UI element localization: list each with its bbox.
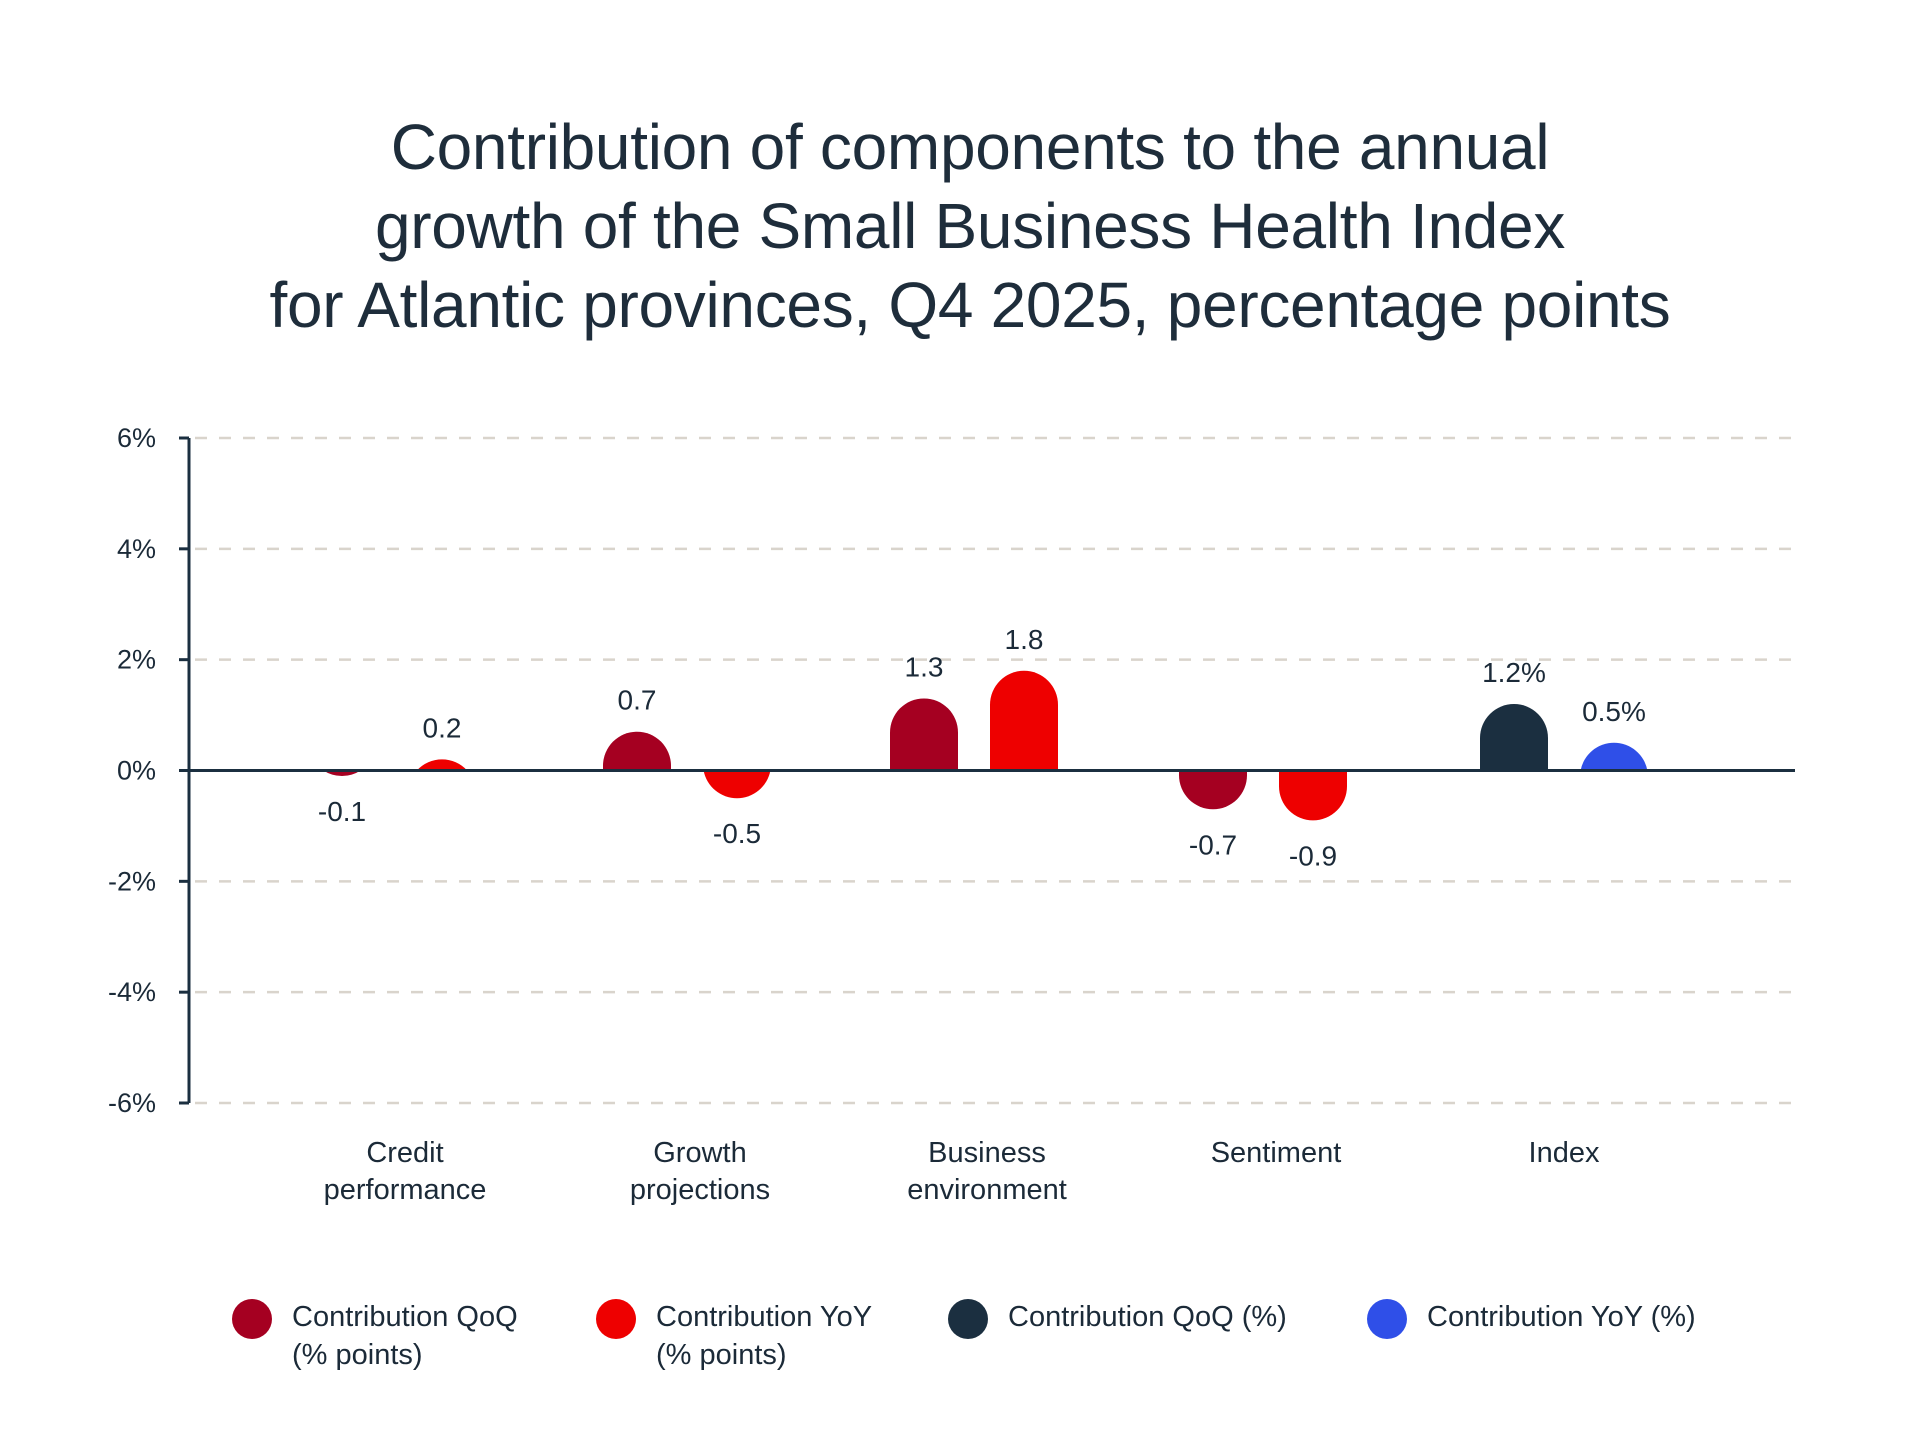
bar [1480,704,1548,771]
data-label: -0.5 [713,818,761,849]
legend-label: Contribution YoY (% points) [656,1301,873,1371]
bar [890,698,958,771]
bar [416,759,468,771]
legend-item: Contribution QoQ (% points) [232,1298,518,1374]
data-label: 1.2% [1482,657,1546,688]
y-tick-label: 2% [117,645,156,675]
legend-label: Contribution QoQ (% points) [292,1301,518,1371]
data-label: -0.9 [1289,840,1337,871]
bar [1580,742,1648,771]
data-label: 1.8 [1005,624,1044,655]
bar [603,731,671,771]
x-category-label-line: Credit [366,1137,443,1169]
x-category-label: Credit performance [324,1137,487,1206]
bar [1279,770,1347,821]
legend-label: Contribution YoY (%) [1427,1301,1696,1333]
legend-swatch-icon [232,1299,272,1339]
x-category-label: Sentiment [1211,1137,1342,1169]
data-label: 0.2 [423,712,462,743]
legend-item: Contribution YoY (% points) [596,1298,872,1374]
x-category-label-line: Sentiment [1211,1137,1342,1169]
x-category-label: Growth projections [630,1137,770,1206]
y-tick-label: 0% [117,756,156,786]
x-category-label-line: Business [928,1137,1046,1169]
legend-item: Contribution YoY (%) [1367,1298,1696,1339]
legend-swatch-icon [596,1299,636,1339]
data-label: -0.7 [1189,829,1237,860]
data-label: 0.7 [618,685,657,716]
chart-title-line-2: growth of the Small Business Health Inde… [374,190,1566,262]
data-label: 0.5% [1582,696,1646,727]
legend-swatch-icon [948,1299,988,1339]
bar [990,670,1058,771]
chart-title-line-3: for Atlantic provinces, Q4 2025, percent… [269,269,1671,341]
x-category-label: Index [1529,1137,1600,1169]
gridlines [195,436,1795,1105]
labels: 6% 4% 2% 0% -2% -4% -6% -0.1 0.2 0.7 -0.5 1.3 1.8 -0.… [108,423,1646,1206]
x-category-label-line: Index [1529,1137,1600,1169]
data-label: 1.3 [905,651,944,682]
y-tick-label: 4% [117,534,156,564]
y-tick-label: -2% [108,866,156,896]
legend-label: Contribution QoQ (%) [1008,1301,1287,1333]
data-label: -0.1 [318,796,366,827]
x-category-label-line: performance [324,1174,487,1206]
y-tick-label: -4% [108,977,156,1007]
legend-swatch-icon [1367,1299,1407,1339]
legend-item: Contribution QoQ (%) [948,1298,1287,1339]
x-category-label-line: environment [907,1174,1067,1206]
bars [323,670,1648,821]
x-category-label-line: Growth [653,1137,746,1169]
x-category-label-line: projections [630,1174,770,1206]
axes [179,436,1795,1105]
chart-title: Contribution of components to the annual… [0,108,1920,345]
y-tick-label: 6% [117,423,156,453]
chart-title-line-1: Contribution of components to the annual [390,111,1550,183]
y-tick-label: -6% [108,1088,156,1118]
bar [703,770,771,799]
legend: Contribution QoQ (% points) Contribution … [0,1298,1920,1398]
bar [1179,770,1247,810]
x-category-label: Business environment [907,1137,1067,1206]
